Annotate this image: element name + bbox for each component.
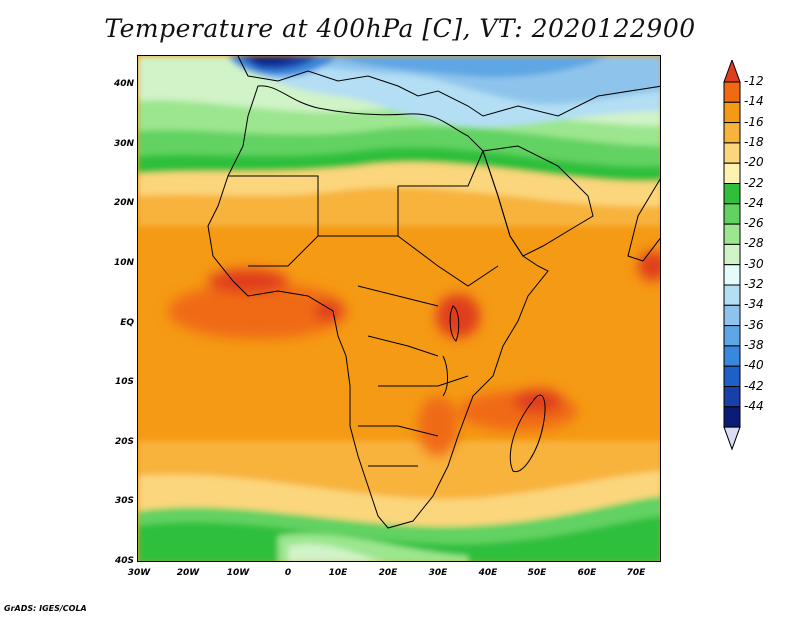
map-plot-area	[137, 55, 661, 562]
country-borders	[228, 150, 499, 467]
colorbar-cap-top	[723, 60, 741, 83]
india-outline	[627, 178, 660, 262]
y-tick-label: 20N	[113, 198, 134, 208]
colorbar-swatch	[723, 162, 741, 184]
colorbar-swatch	[723, 386, 741, 408]
x-tick-label: 40E	[478, 568, 498, 578]
arabia-outline	[482, 145, 594, 257]
colorbar-tick-label: -44	[744, 398, 764, 413]
colorbar-swatch	[723, 406, 741, 428]
colorbar-tick-label: -26	[744, 216, 764, 231]
colorbar-tick-label: -24	[744, 195, 764, 210]
x-tick-label: 70E	[626, 568, 646, 578]
y-tick-label: 30N	[113, 139, 134, 149]
temperature-map	[138, 56, 660, 561]
colorbar-swatch	[723, 264, 741, 286]
y-tick-label: EQ	[120, 318, 134, 328]
colorbar-tick-label: -42	[744, 378, 764, 393]
colorbar-swatch	[723, 304, 741, 327]
y-tick-label: 20S	[114, 437, 134, 447]
coastlines	[207, 56, 660, 529]
x-tick-label: 20E	[378, 568, 398, 578]
colorbar-cap-bottom	[723, 426, 741, 451]
colorbar-tick-label: -16	[744, 114, 764, 129]
x-tick-label: 30E	[428, 568, 448, 578]
x-tick-label: 10W	[226, 568, 250, 578]
africa-outline	[207, 85, 549, 529]
x-tick-label: 20W	[176, 568, 200, 578]
colorbar-swatch	[723, 203, 741, 225]
y-tick-label: 40S	[114, 556, 134, 566]
colorbar-swatch	[723, 183, 741, 205]
footer-credit: GrADS: IGES/COLA	[4, 604, 87, 613]
colorbar	[723, 60, 741, 451]
colorbar-swatch	[723, 243, 741, 266]
colorbar-swatch	[723, 142, 741, 164]
colorbar-swatch	[723, 325, 741, 347]
y-tick-label: 30S	[114, 496, 134, 506]
y-tick-label: 40N	[113, 79, 134, 89]
colorbar-tick-label: -28	[744, 236, 764, 251]
x-tick-label: 0	[284, 568, 292, 578]
colorbar-tick-label: -14	[744, 94, 764, 109]
colorbar-tick-label: -34	[744, 297, 764, 312]
europe-coast	[237, 56, 660, 117]
colorbar-tick-label: -12	[744, 74, 764, 88]
colorbar-tick-label: -32	[744, 277, 764, 291]
x-tick-label: 50E	[527, 568, 547, 578]
colorbar-swatch	[723, 365, 741, 388]
colorbar-tick-label: -40	[744, 358, 764, 373]
colorbar-swatch	[723, 284, 741, 306]
colorbar-swatch	[723, 101, 741, 124]
colorbar-tick-label: -30	[744, 256, 764, 271]
lakes	[442, 305, 460, 397]
colorbar-tick-label: -36	[744, 317, 764, 332]
x-tick-label: 60E	[577, 568, 597, 578]
x-tick-label: 30W	[127, 568, 151, 578]
colorbar-tick-label: -18	[744, 134, 764, 149]
map-title: Temperature at 400hPa [C], VT: 202012290…	[104, 14, 696, 43]
x-tick-label: 10E	[328, 568, 348, 578]
y-tick-label: 10N	[113, 258, 134, 268]
colorbar-swatch	[723, 122, 741, 144]
colorbar-tick-label: -22	[744, 175, 764, 190]
colorbar-tick-label: -38	[744, 337, 764, 352]
y-tick-label: 10S	[114, 377, 134, 387]
colorbar-swatch	[723, 345, 741, 367]
colorbar-swatch	[723, 223, 741, 245]
madagascar-outline	[509, 394, 546, 473]
colorbar-tick-label: -20	[744, 155, 764, 170]
colorbar-swatch	[723, 81, 741, 103]
